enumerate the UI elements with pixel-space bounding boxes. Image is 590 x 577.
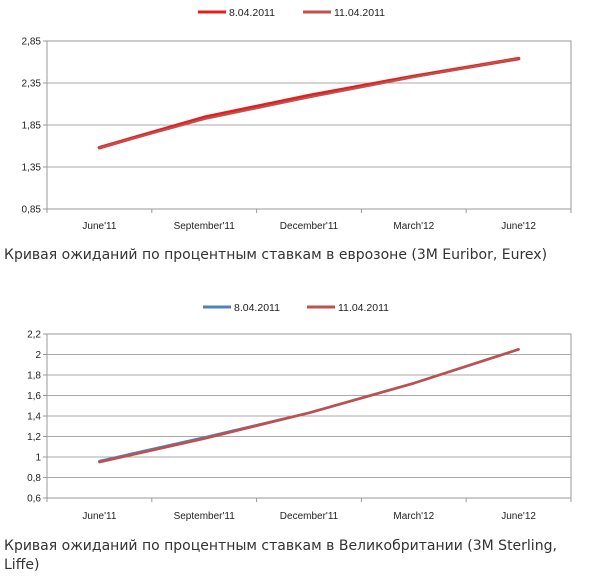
y-tick-label: 2,85 [22, 37, 42, 48]
series-line [98, 348, 520, 463]
x-tick-label: September'11 [174, 511, 236, 522]
x-tick-label: June'11 [82, 221, 116, 232]
y-tick-label: 1,8 [27, 371, 41, 382]
x-tick-label: December'11 [280, 511, 339, 522]
x-tick-label: December'11 [280, 221, 339, 232]
y-tick-label: 0,85 [22, 205, 42, 216]
x-tick-label: September'11 [174, 221, 236, 232]
x-tick-label: June'12 [501, 511, 536, 522]
y-tick-label: 0,8 [27, 473, 41, 484]
legend-label: 11.04.2011 [334, 7, 385, 19]
y-tick-label: 1,4 [27, 412, 41, 423]
chart-uk-caption: Кривая ожиданий по процентным ставкам в … [4, 538, 557, 573]
x-tick-label: June'11 [82, 511, 116, 522]
x-tick-label: March'12 [393, 221, 434, 232]
chart-eurozone-caption: Кривая ожиданий по процентным ставкам в … [4, 247, 548, 263]
y-tick-label: 1 [35, 453, 41, 464]
y-tick-label: 1,6 [27, 391, 41, 402]
chart-uk: 0,6 0,8 1 1,2 1,4 1,6 1,8 2 2,2 June'11 September'… [27, 302, 572, 522]
y-tick-label: 1,35 [22, 163, 42, 174]
series-line [98, 348, 520, 464]
x-tick-label: June'12 [501, 221, 536, 232]
series-line [98, 57, 520, 149]
series-line [97, 56, 521, 150]
y-tick-label: 2,2 [27, 330, 41, 341]
x-tick-label: March'12 [393, 511, 434, 522]
y-tick-label: 2 [35, 350, 41, 361]
chart-eurozone: 0,85 1,35 1,85 2,35 2,85 June'11 September'11 D… [22, 7, 572, 232]
legend-label: 11.04.2011 [338, 302, 389, 314]
legend-label: 8.04.2011 [234, 302, 280, 314]
legend-label: 8.04.2011 [229, 7, 275, 19]
y-tick-label: 0,6 [27, 494, 41, 505]
y-tick-label: 2,35 [22, 79, 42, 90]
y-tick-label: 1,85 [22, 121, 42, 132]
y-tick-label: 1,2 [27, 432, 41, 443]
